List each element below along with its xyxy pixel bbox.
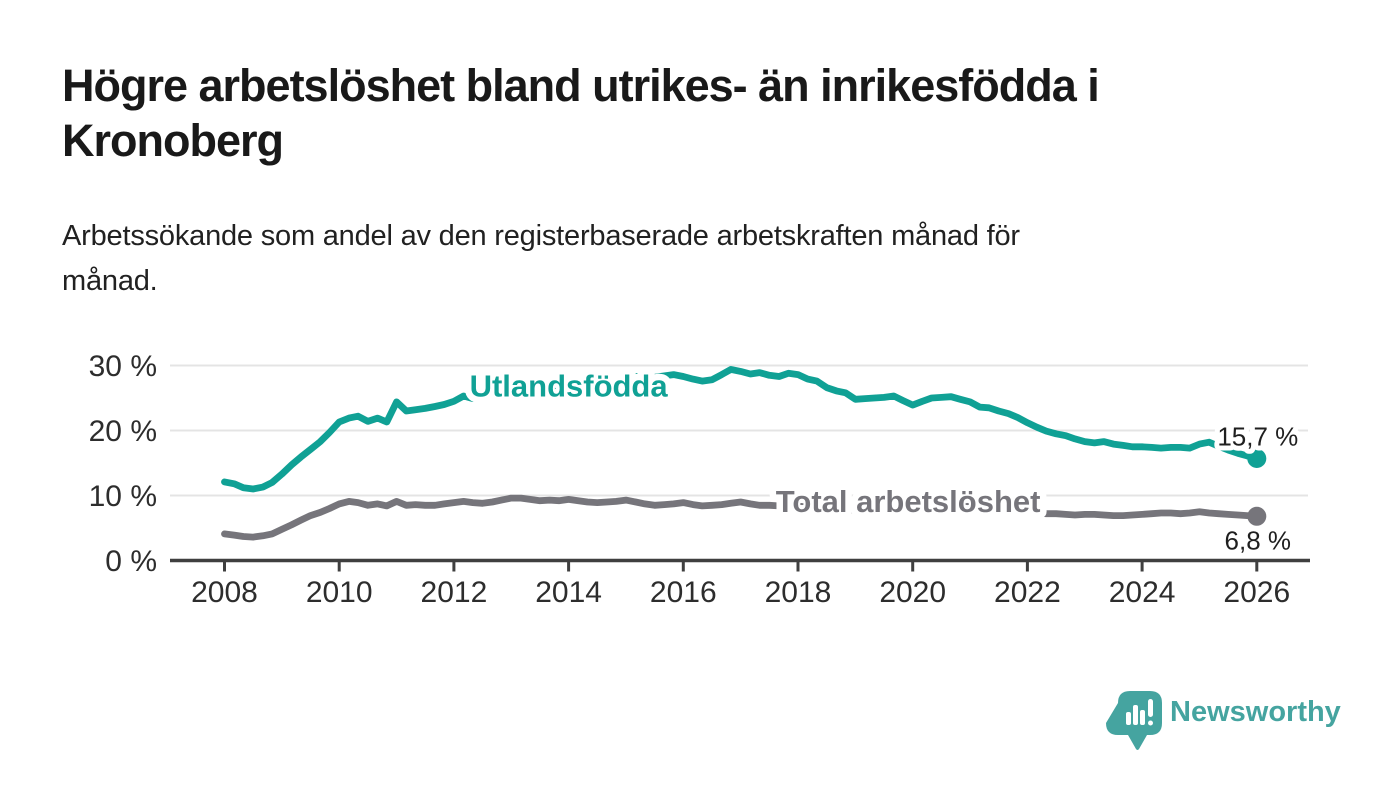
y-tick-label: 30 % [89, 350, 157, 383]
logo-wordmark: Newsworthy [1170, 696, 1341, 728]
x-tick-label: 2022 [994, 576, 1061, 609]
end-value-label: 15,7 % [1217, 421, 1298, 451]
x-tick-label: 2010 [306, 576, 373, 609]
y-tick-label: 20 % [89, 415, 157, 448]
chart-subtitle: Arbetssökande som andel av den registerb… [62, 214, 1020, 304]
series-line-utlandsf-dda [221, 365, 1261, 493]
logo-exclamation-dot [1148, 720, 1153, 726]
newsworthy-logo: Newsworthy [1106, 691, 1341, 750]
x-tick-label: 2018 [765, 576, 832, 609]
series-end-dot [1247, 448, 1267, 468]
logo-bar-1 [1126, 712, 1131, 725]
chart-subtitle-line2: månad. [62, 265, 158, 297]
x-tick-label: 2020 [879, 576, 946, 609]
page-title: Högre arbetslöshet bland utrikes- än inr… [62, 58, 1100, 168]
logo-exclamation-bar [1148, 699, 1153, 717]
series-end-dot [1247, 506, 1267, 526]
x-tick-label: 2026 [1223, 576, 1290, 609]
data-series [221, 365, 1267, 541]
newsworthy-pin-barchart-icon [1106, 691, 1162, 750]
x-tick-label: 2016 [650, 576, 717, 609]
x-tick-label: 2014 [535, 576, 602, 609]
end-value-label: 6,8 % [1225, 525, 1292, 555]
y-tick-label: 0 % [105, 545, 157, 578]
page-title-line1: Högre arbetslöshet bland utrikes- än inr… [62, 60, 1100, 111]
x-tick-label: 2012 [421, 576, 488, 609]
chart-subtitle-line1: Arbetssökande som andel av den registerb… [62, 220, 1020, 252]
series-label: Total arbetslöshet [776, 484, 1041, 519]
page-title-line2: Kronoberg [62, 115, 284, 166]
gridlines [170, 364, 1308, 497]
logo-bar-2 [1133, 705, 1138, 725]
y-tick-label: 10 % [89, 480, 157, 513]
series-line-total-arbetsl-shet [221, 494, 1261, 541]
x-tick-label: 2008 [191, 576, 258, 609]
x-tick-label: 2024 [1109, 576, 1176, 609]
axes: 2008 2010 2012 2014 2016 2018 2020 2022 2024 2026… [89, 350, 1310, 609]
series-label: Utlandsfödda [470, 369, 669, 404]
chart-annotations: Utlandsfödda 15,7 % Total arbetslöshet 6,8 … [463, 362, 1303, 560]
logo-bar-3 [1140, 710, 1145, 725]
